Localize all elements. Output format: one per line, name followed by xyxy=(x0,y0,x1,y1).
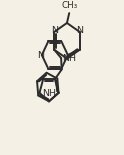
Text: NH: NH xyxy=(63,54,77,63)
Text: N: N xyxy=(76,27,83,35)
Text: N: N xyxy=(37,51,44,60)
Text: NH: NH xyxy=(42,89,56,98)
Text: N: N xyxy=(51,27,58,35)
Text: CH₃: CH₃ xyxy=(61,1,77,10)
